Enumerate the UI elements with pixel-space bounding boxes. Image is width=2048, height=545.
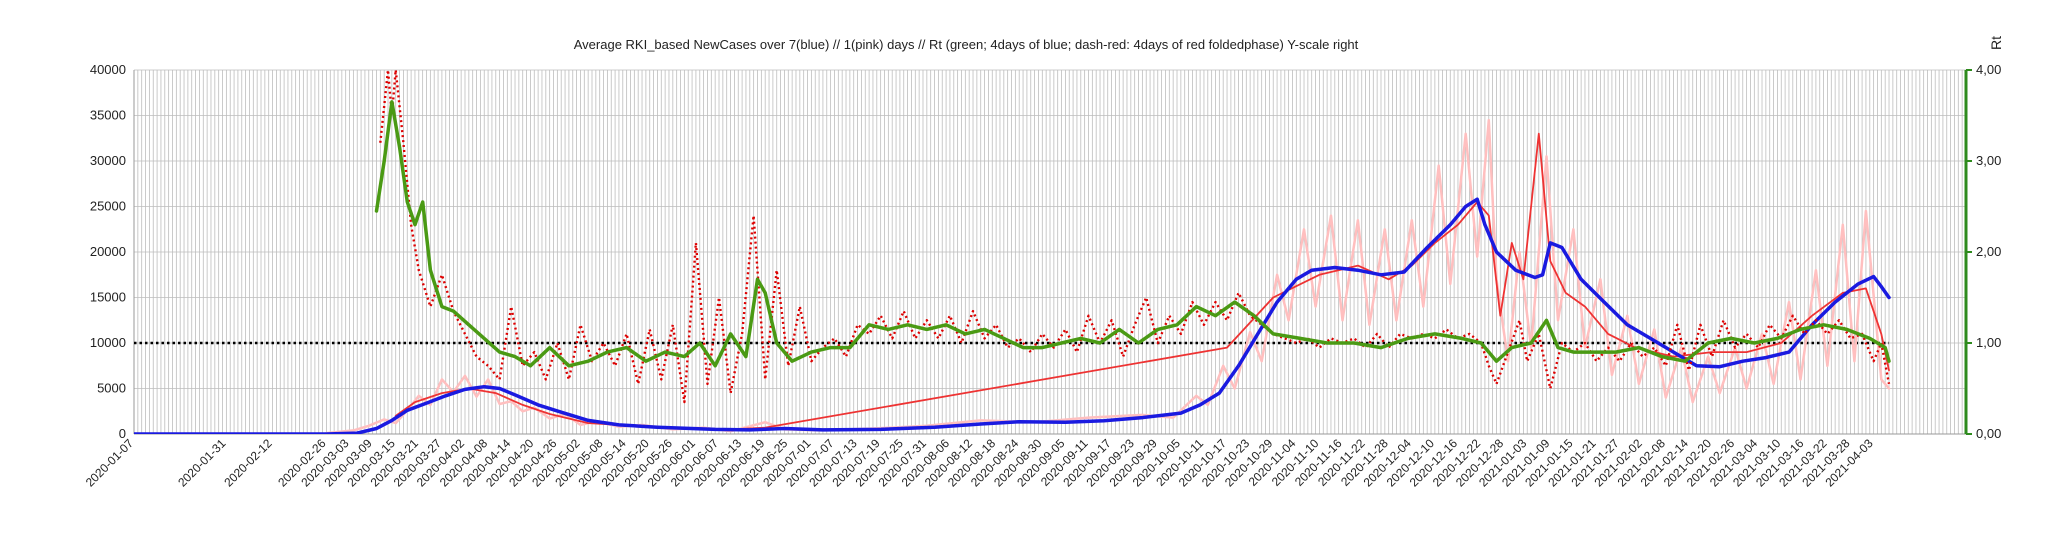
y-tick-label: 20000	[90, 244, 126, 259]
y-tick-label: 15000	[90, 290, 126, 305]
y2-tick-label: 1,00	[1976, 335, 2001, 350]
series-line-0	[325, 118, 1891, 434]
y2-tick-label: 0,00	[1976, 426, 2001, 441]
series-layer	[134, 70, 1891, 434]
y-tick-label: 25000	[90, 199, 126, 214]
axis-layer	[133, 69, 1972, 435]
series-line-3	[379, 70, 1891, 404]
chart-title: Average RKI_based NewCases over 7(blue) …	[574, 37, 1359, 52]
y-tick-label: 35000	[90, 108, 126, 123]
label-layer: 0 5000 10000 15000 20000 25000 30000 35000 40000…	[83, 62, 2002, 490]
y-tick-label: 5000	[97, 381, 126, 396]
x-tick-label: 2020-01-31	[175, 436, 229, 490]
y-tick-label: 0	[119, 426, 126, 441]
y2-tick-label: 4,00	[1976, 62, 2001, 77]
y-tick-label: 10000	[90, 335, 126, 350]
x-tick-label: 2020-01-07	[83, 436, 137, 490]
y2-axis-title: Rt	[1988, 36, 2004, 50]
y2-tick-label: 3,00	[1976, 153, 2001, 168]
series-line-2	[134, 197, 1891, 434]
y-tick-label: 40000	[90, 62, 126, 77]
grid-layer	[133, 69, 1967, 435]
y-tick-label: 30000	[90, 153, 126, 168]
series-line-4	[374, 100, 1891, 368]
x-tick-label: 2020-02-12	[221, 436, 275, 490]
y2-tick-label: 2,00	[1976, 244, 2001, 259]
